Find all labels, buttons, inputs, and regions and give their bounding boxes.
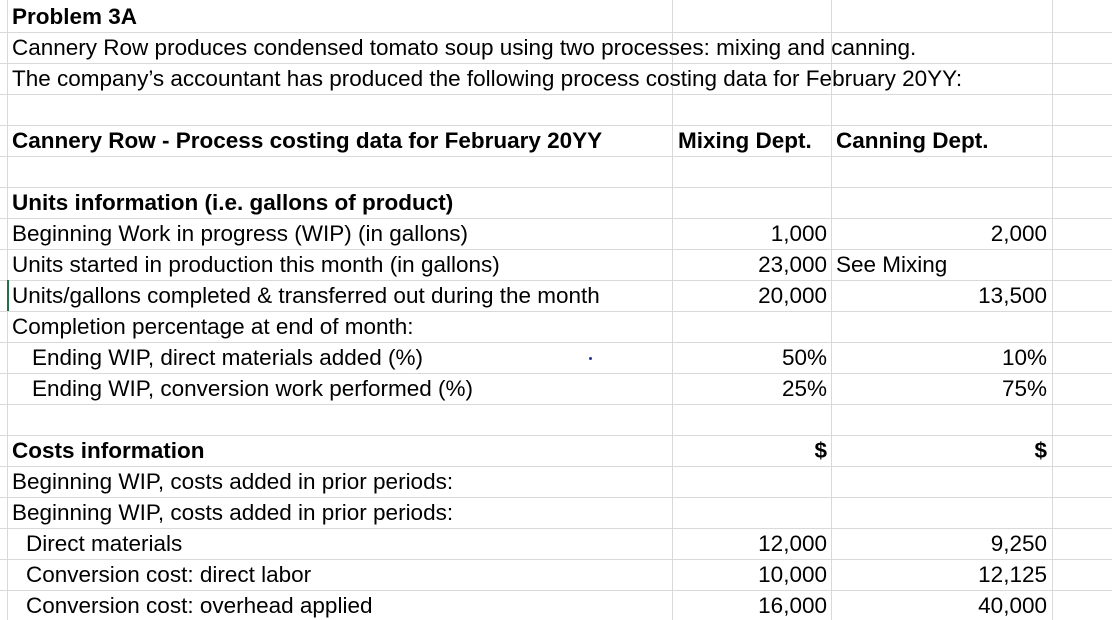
mixing-value: 12,000 (758, 531, 827, 556)
canning-currency: $ (1034, 438, 1047, 463)
table-row[interactable]: Beginning WIP, costs added in prior peri… (0, 466, 1112, 497)
table-title: Cannery Row - Process costing data for F… (12, 128, 603, 153)
canning-value: 9,250 (990, 531, 1047, 556)
canning-value: 10% (1001, 345, 1047, 370)
mixing-value: 20,000 (758, 283, 827, 308)
table-header-row[interactable]: Cannery Row - Process costing data for F… (0, 125, 1112, 156)
row-border (0, 373, 1112, 374)
problem-title: Problem 3A (12, 4, 138, 29)
row-border (0, 156, 1112, 157)
canning-value: 12,125 (978, 562, 1047, 587)
table-row[interactable]: Ending WIP, direct materials added (%) 5… (0, 342, 1112, 373)
table-row[interactable]: Conversion cost: overhead applied 16,000… (0, 590, 1112, 620)
row-border (0, 125, 1112, 126)
mixing-currency: $ (814, 438, 827, 463)
row-border (0, 187, 1112, 188)
table-row[interactable]: Direct materials 12,000 9,250 (0, 528, 1112, 559)
row-border (0, 218, 1112, 219)
mixing-value: 10,000 (758, 562, 827, 587)
table-row[interactable]: Units/gallons completed & transferred ou… (0, 280, 1112, 311)
row-border (0, 435, 1112, 436)
mixing-value: 50% (781, 345, 827, 370)
row-border (0, 249, 1112, 250)
row-border (0, 404, 1112, 405)
row-label: Units started in production this month (… (12, 252, 500, 277)
table-row[interactable]: Completion percentage at end of month: (0, 311, 1112, 342)
row-label: Units/gallons completed & transferred ou… (12, 283, 600, 308)
row-label: Conversion cost: direct labor (26, 562, 312, 587)
column-border-b (672, 0, 673, 620)
row-border (0, 32, 1112, 33)
row-border (0, 559, 1112, 560)
intro-text-2: The company’s accountant has produced th… (12, 66, 963, 91)
row-border (0, 311, 1112, 312)
intro-text-1: Cannery Row produces condensed tomato so… (12, 35, 917, 60)
canning-value: 2,000 (990, 221, 1047, 246)
table-row[interactable]: Beginning WIP, costs added in prior peri… (0, 497, 1112, 528)
mixing-value: 23,000 (758, 252, 827, 277)
canning-value: See Mixing (836, 252, 948, 277)
canning-value: 75% (1001, 376, 1047, 401)
intro-row-1[interactable]: Cannery Row produces condensed tomato so… (0, 32, 1112, 63)
row-label: Beginning WIP, costs added in prior peri… (12, 500, 454, 525)
title-row[interactable]: Problem 3A (0, 1, 1112, 32)
canning-value: 40,000 (978, 593, 1047, 618)
table-row[interactable]: Beginning Work in progress (WIP) (in gal… (0, 218, 1112, 249)
mixing-value: 1,000 (770, 221, 827, 246)
row-label: Conversion cost: overhead applied (26, 593, 373, 618)
row-label: Beginning WIP, costs added in prior peri… (12, 469, 454, 494)
row-label: Beginning Work in progress (WIP) (in gal… (12, 221, 469, 246)
table-row[interactable]: Units started in production this month (… (0, 249, 1112, 280)
row-label: Completion percentage at end of month: (12, 314, 414, 339)
column-border-d (1052, 0, 1053, 620)
row-border (0, 497, 1112, 498)
row-label: Ending WIP, direct materials added (%) (32, 345, 424, 370)
mixing-dept-header: Mixing Dept. (678, 128, 812, 153)
row-border (0, 342, 1112, 343)
mixing-value: 25% (781, 376, 827, 401)
row-label: Direct materials (26, 531, 183, 556)
table-row[interactable]: Conversion cost: direct labor 10,000 12,… (0, 559, 1112, 590)
row-border (0, 94, 1112, 95)
row-border (0, 63, 1112, 64)
column-border-c (831, 0, 832, 620)
costs-heading-row[interactable]: Costs information $ $ (0, 435, 1112, 466)
canning-dept-header: Canning Dept. (836, 128, 989, 153)
row-border (0, 528, 1112, 529)
intro-row-2[interactable]: The company’s accountant has produced th… (0, 63, 1112, 94)
mixing-value: 16,000 (758, 593, 827, 618)
canning-value: 13,500 (978, 283, 1047, 308)
units-heading-row[interactable]: Units information (i.e. gallons of produ… (0, 187, 1112, 218)
row-border (0, 280, 1112, 281)
active-cell-border (7, 280, 9, 311)
units-heading: Units information (i.e. gallons of produ… (12, 190, 454, 215)
row-border (0, 466, 1112, 467)
row-label: Ending WIP, conversion work performed (%… (32, 376, 474, 401)
table-row[interactable]: Ending WIP, conversion work performed (%… (0, 373, 1112, 404)
row-border (0, 590, 1112, 591)
stray-mark (589, 357, 592, 360)
costs-heading: Costs information (12, 438, 205, 463)
